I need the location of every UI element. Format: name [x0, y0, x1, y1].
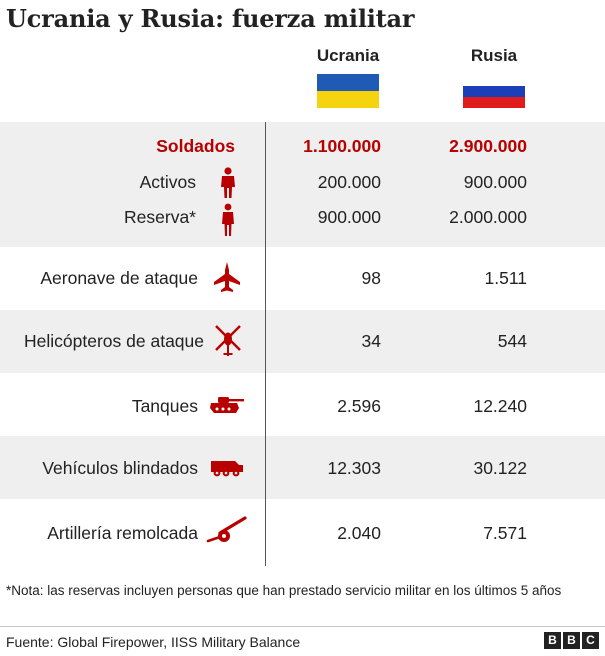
value-ukraine-tanques: 2.596 [337, 396, 381, 416]
row-label-tanques: Tanques [131, 396, 198, 416]
value-ukraine-soldados: 1.100.000 [303, 136, 381, 156]
row-label-helicopteros: Helicópteros de ataque [24, 331, 204, 351]
artillery-icon [206, 516, 247, 543]
column-header-russia: Rusia [470, 46, 518, 65]
value-russia-reserva: 2.000.000 [449, 207, 527, 227]
page-title: Ucrania y Rusia: fuerza militar [6, 4, 415, 33]
row-label-soldados: Soldados [156, 136, 235, 156]
column-header-ukraine: Ucrania [316, 46, 380, 65]
row-label-activos: Activos [139, 172, 196, 192]
value-russia-helicopteros: 544 [497, 331, 527, 351]
value-ukraine-artilleria: 2.040 [337, 523, 381, 543]
value-russia-artilleria: 7.571 [483, 523, 527, 543]
soldiers-block: Soldados 1.100.000 2.900.000 Activos 200… [0, 122, 605, 247]
value-ukraine-vehiculos: 12.303 [327, 458, 381, 478]
bbc-logo-letter: B [544, 632, 561, 649]
row-artilleria: Artillería remolcada 2.040 7.571 [0, 499, 605, 566]
row-vehiculos: Vehículos blindados 12.303 30.122 [0, 436, 605, 499]
column-divider [265, 122, 266, 566]
bbc-logo-letter: C [582, 632, 599, 649]
ukraine-flag [317, 74, 379, 108]
row-label-artilleria: Artillería remolcada [47, 523, 198, 543]
row-aeronave: Aeronave de ataque 98 1.511 [0, 247, 605, 310]
value-ukraine-helicopteros: 34 [361, 331, 381, 351]
value-ukraine-reserva: 900.000 [317, 207, 381, 227]
value-russia-tanques: 12.240 [473, 396, 527, 416]
bbc-logo-letter: B [563, 632, 580, 649]
bbc-logo: B B C [544, 632, 599, 649]
tank-icon [210, 397, 244, 413]
footer-divider [0, 626, 605, 627]
value-russia-aeronave: 1.511 [484, 268, 528, 288]
helicopter-icon [215, 325, 241, 356]
value-russia-activos: 900.000 [463, 172, 527, 192]
value-ukraine-aeronave: 98 [361, 268, 381, 288]
value-russia-vehiculos: 30.122 [473, 458, 527, 478]
source-text: Fuente: Global Firepower, IISS Military … [6, 634, 301, 650]
row-helicopteros: Helicópteros de ataque 34 544 [0, 310, 605, 373]
value-ukraine-activos: 200.000 [317, 172, 381, 192]
soldier-icon [221, 167, 235, 198]
reservist-icon [222, 203, 234, 236]
value-russia-soldados: 2.900.000 [449, 136, 527, 156]
footnote: *Nota: las reservas incluyen personas qu… [6, 583, 562, 598]
row-label-vehiculos: Vehículos blindados [42, 458, 198, 478]
russia-flag [463, 74, 525, 108]
fighter-jet-icon [214, 262, 240, 292]
row-label-reserva: Reserva* [124, 207, 196, 227]
armored-vehicle-icon [211, 461, 243, 477]
row-tanques: Tanques 2.596 12.240 [0, 373, 605, 436]
row-label-aeronave: Aeronave de ataque [40, 268, 198, 288]
